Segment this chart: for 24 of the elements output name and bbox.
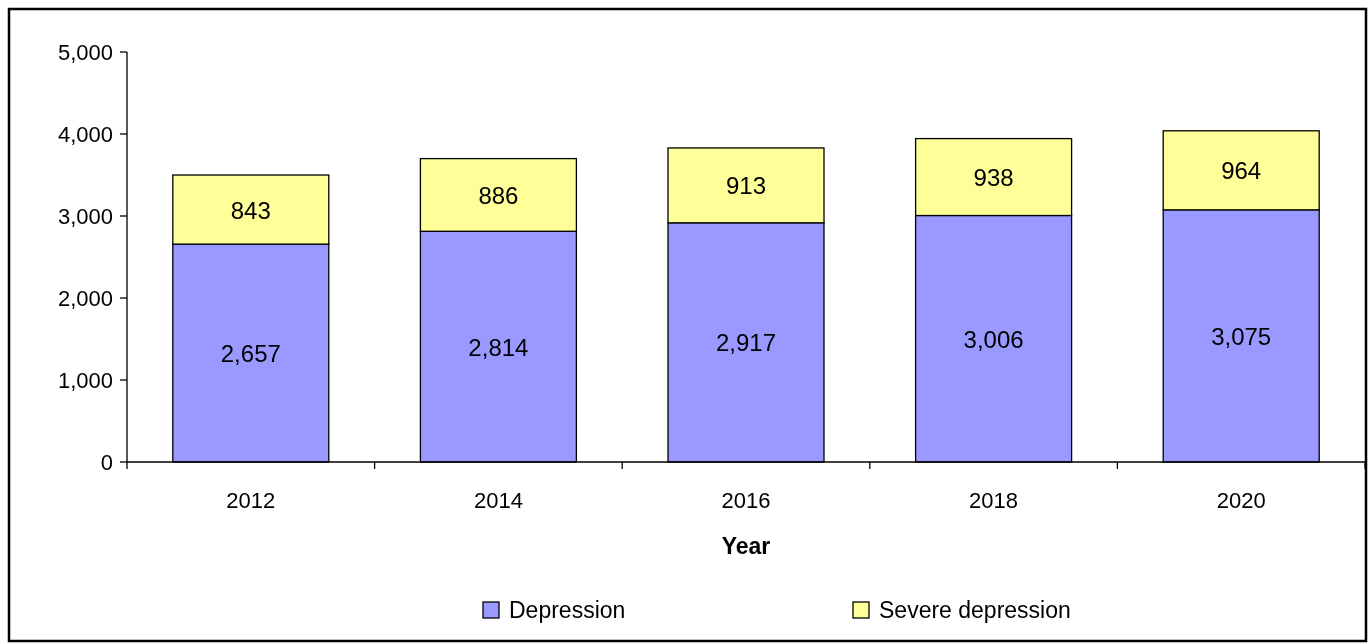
x-tick-label: 2016 [721,488,771,513]
data-label: 886 [478,181,519,209]
y-tick-label: 3,000 [57,204,113,229]
legend-label: Severe depression [879,597,1071,623]
data-label: 964 [1221,157,1262,185]
y-tick-label: 5,000 [57,40,113,65]
x-tick-label: 2018 [969,488,1019,513]
x-axis-title: Year [721,533,771,559]
data-label: 3,006 [963,325,1024,353]
data-label: 2,917 [715,329,777,357]
y-tick-label: 1,000 [57,368,113,393]
data-label: 913 [725,172,767,200]
data-label: 843 [230,196,271,224]
y-tick-label: 2,000 [57,286,113,311]
legend-label: Depression [509,597,626,623]
data-label: 938 [973,164,1014,192]
data-label: 2,657 [220,340,281,368]
y-tick-label: 4,000 [57,122,113,147]
data-label: 2,814 [468,333,529,361]
data-label: 3,075 [1211,322,1272,350]
x-tick-label: 2012 [226,488,276,513]
y-tick-label: 0 [100,450,113,475]
x-tick-label: 2020 [1216,488,1266,513]
x-tick-label: 2014 [473,488,523,513]
